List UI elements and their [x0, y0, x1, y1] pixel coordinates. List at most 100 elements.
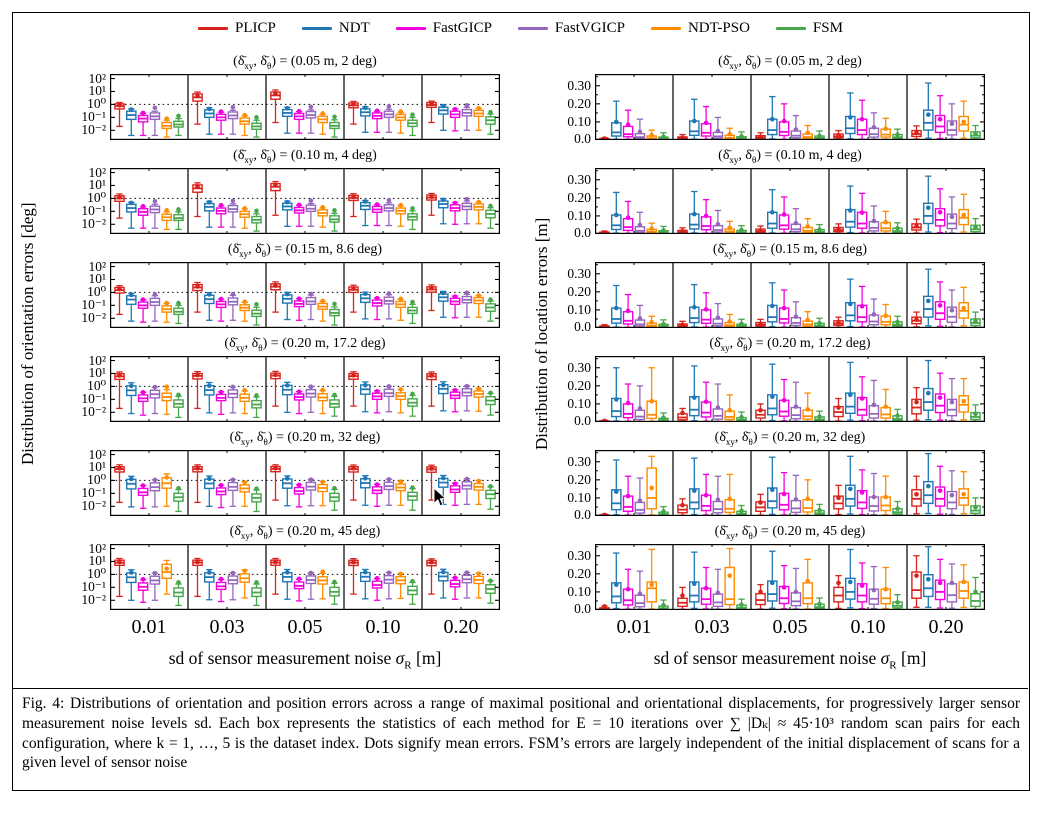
y-tick-label: 0.30 [567, 453, 591, 469]
mouse-cursor [433, 487, 447, 507]
y-tick-label: 10⁻¹ [81, 391, 106, 407]
y-tick-label: 10⁻² [81, 122, 106, 138]
y-tick-label: 0.0 [574, 601, 591, 617]
y-tick-label: 0.20 [567, 471, 591, 487]
x-tick-label: 0.10 [850, 616, 886, 638]
y-tick-label: 0.10 [567, 489, 591, 505]
y-tick-label: 10⁰ [87, 190, 106, 206]
y-tick-label: 10¹ [88, 271, 106, 287]
boxplot-canvas [110, 450, 500, 516]
y-tick-label: 10⁻¹ [81, 297, 106, 313]
y-axis-label-orientation: Distribution of orientation errors [deg] [18, 202, 37, 466]
y-tick-label: 10⁰ [87, 96, 106, 112]
legend-item-PLICP: PLICP [198, 20, 276, 37]
y-tick-label: 10¹ [88, 459, 106, 475]
subplot-title: (δ̄xy, δ̄θ) = (0.05 m, 2 deg) [718, 54, 862, 71]
y-tick-label: 10² [88, 70, 106, 86]
subplot-title: (δ̄xy, δ̄θ) = (0.20 m, 17.2 deg) [709, 336, 871, 353]
boxplot-canvas [595, 356, 985, 422]
y-tick-label: 0.0 [574, 225, 591, 241]
legend-label: FastVGICP [554, 20, 625, 36]
figure-frame [12, 12, 1030, 791]
boxplot-canvas [110, 356, 500, 422]
orientation-subplot-0: (δ̄xy, δ̄θ) = (0.05 m, 2 deg) 10² 10¹ 10⁰ 10… [81, 52, 500, 146]
x-axis-title-right: sd of sensor measurement noise σR [m] [653, 648, 927, 672]
x-tick-label: 0.03 [209, 616, 245, 638]
y-tick-label: 10⁻¹ [81, 203, 106, 219]
subplot-title: (δ̄xy, δ̄θ) = (0.05 m, 2 deg) [233, 54, 377, 71]
x-tick-label: 0.05 [287, 616, 323, 638]
subplot-title: (δ̄xy, δ̄θ) = (0.10 m, 4 deg) [233, 148, 377, 165]
legend-color-swatch [650, 26, 681, 31]
subplot-title: (δ̄xy, δ̄θ) = (0.20 m, 45 deg) [229, 524, 381, 541]
orientation-subplot-2: (δ̄xy, δ̄θ) = (0.15 m, 8.6 deg) 10² 10¹ 10⁰… [81, 240, 500, 334]
location-subplot-1: (δ̄xy, δ̄θ) = (0.10 m, 4 deg) 0.30 0.20 0.1… [567, 146, 985, 240]
subplot-title: (δ̄xy, δ̄θ) = (0.20 m, 17.2 deg) [224, 336, 386, 353]
y-tick-label: 10⁻¹ [81, 109, 106, 125]
y-tick-label: 0.30 [567, 359, 591, 375]
legend-item-NDT-PSO: NDT-PSO [650, 20, 750, 37]
y-tick-label: 10¹ [88, 177, 106, 193]
y-tick-label: 10⁻² [81, 404, 106, 420]
subplot-title: (δ̄xy, δ̄θ) = (0.20 m, 45 deg) [714, 524, 866, 541]
y-tick-label: 10² [88, 352, 106, 368]
x-tick-label: 0.01 [131, 616, 167, 638]
x-tick-label: 0.20 [928, 616, 964, 638]
y-tick-label: 0.20 [567, 189, 591, 205]
y-tick-label: 0.0 [574, 507, 591, 523]
orientation-subplot-3: (δ̄xy, δ̄θ) = (0.20 m, 17.2 deg) 10² 10¹ 10… [81, 334, 500, 428]
orientation-subplot-4: (δ̄xy, δ̄θ) = (0.20 m, 32 deg) 10² 10¹ 10⁰ 1… [81, 428, 500, 522]
y-tick-label: 0.20 [567, 377, 591, 393]
legend-label: PLICP [235, 20, 276, 36]
x-axis-title-left: sd of sensor measurement noise σR [m] [168, 648, 442, 672]
location-subplot-5: (δ̄xy, δ̄θ) = (0.20 m, 45 deg) 0.30 0.20 0.… [567, 522, 985, 616]
y-tick-label: 10⁰ [87, 378, 106, 394]
figure-caption: Fig. 4: Distributions of orientation and… [22, 695, 1020, 772]
legend-item-FastGICP: FastGICP [395, 20, 492, 37]
legend-item-FSM: FSM [775, 20, 843, 37]
y-tick-label: 10⁰ [87, 284, 106, 300]
y-tick-label: 0.20 [567, 565, 591, 581]
y-tick-label: 0.10 [567, 113, 591, 129]
y-tick-label: 10⁻² [81, 592, 106, 608]
y-tick-label: 10⁻¹ [81, 485, 106, 501]
boxplot-canvas [110, 544, 500, 610]
orientation-subplot-1: (δ̄xy, δ̄θ) = (0.10 m, 4 deg) 10² 10¹ 10⁰ 10… [81, 146, 500, 240]
y-tick-label: 10² [88, 540, 106, 556]
x-ticks-right: 0.01 0.03 0.05 0.10 0.20 [595, 616, 985, 639]
y-tick-label: 10⁰ [87, 472, 106, 488]
x-tick-label: 0.01 [616, 616, 652, 638]
subplot-title: (δ̄xy, δ̄θ) = (0.15 m, 8.6 deg) [712, 242, 868, 259]
boxplot-canvas [110, 74, 500, 140]
legend-item-NDT: NDT [301, 20, 370, 37]
legend-color-swatch [775, 26, 806, 31]
location-subplot-0: (δ̄xy, δ̄θ) = (0.05 m, 2 deg) 0.30 0.20 0.1… [567, 52, 985, 146]
legend-color-swatch [395, 26, 426, 31]
orientation-errors-column: (δ̄xy, δ̄θ) = (0.05 m, 2 deg) 10² 10¹ 10⁰ 10… [81, 52, 500, 616]
y-tick-label: 0.20 [567, 283, 591, 299]
y-tick-label: 10⁰ [87, 566, 106, 582]
legend-color-swatch [517, 26, 548, 31]
subplot-title: (δ̄xy, δ̄θ) = (0.15 m, 8.6 deg) [227, 242, 383, 259]
y-tick-label: 0.10 [567, 395, 591, 411]
x-tick-label: 0.05 [772, 616, 808, 638]
subplot-title: (δ̄xy, δ̄θ) = (0.20 m, 32 deg) [229, 430, 381, 447]
y-tick-label: 10¹ [88, 83, 106, 99]
y-tick-label: 0.0 [574, 413, 591, 429]
y-tick-label: 10¹ [88, 365, 106, 381]
x-tick-label: 0.03 [694, 616, 730, 638]
legend-color-swatch [301, 26, 332, 31]
y-tick-label: 0.30 [567, 77, 591, 93]
boxplot-canvas [110, 262, 500, 328]
y-tick-label: 0.0 [574, 131, 591, 147]
x-tick-label: 0.20 [443, 616, 479, 638]
location-subplot-3: (δ̄xy, δ̄θ) = (0.20 m, 17.2 deg) 0.30 0.20… [567, 334, 985, 428]
y-tick-label: 0.20 [567, 95, 591, 111]
x-tick-label: 0.10 [365, 616, 401, 638]
boxplot-canvas [595, 450, 985, 516]
y-tick-label: 10⁻² [81, 216, 106, 232]
y-tick-label: 10² [88, 446, 106, 462]
y-tick-label: 0.30 [567, 171, 591, 187]
y-tick-label: 10¹ [88, 553, 106, 569]
subplot-title: (δ̄xy, δ̄θ) = (0.20 m, 32 deg) [714, 430, 866, 447]
